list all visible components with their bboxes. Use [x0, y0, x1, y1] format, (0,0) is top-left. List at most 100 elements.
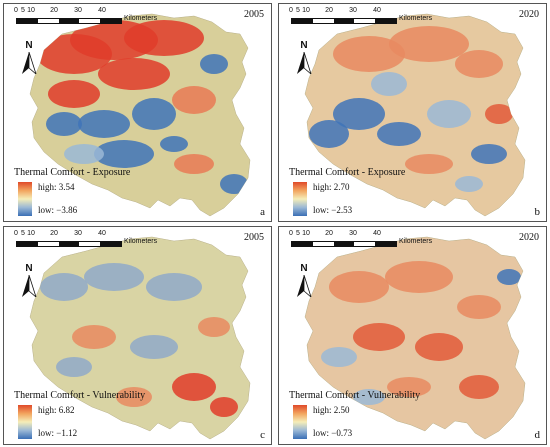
- map-zone: [78, 110, 130, 138]
- scale-tick-label: 20: [325, 230, 333, 237]
- scale-tick-label: 5: [21, 7, 25, 14]
- north-label: N: [300, 263, 308, 274]
- thermal-map: [29, 236, 251, 440]
- legend-color-ramp: [293, 405, 307, 439]
- north-arrow: N: [293, 263, 315, 299]
- map-zone: [415, 333, 463, 361]
- legend-color-ramp: [18, 405, 32, 439]
- map-panel-c: 0 5 10 20 30 40 Kilometers N 2005 Thermal Com…: [3, 226, 272, 445]
- map-zone: [385, 261, 453, 293]
- panel-letter: a: [260, 206, 265, 218]
- map-zone: [309, 120, 349, 148]
- legend-low-value: low: −0.73: [313, 428, 353, 438]
- scale-tick-label: 40: [373, 230, 381, 237]
- map-zone: [94, 140, 154, 168]
- legend-title: Thermal Comfort - Exposure: [289, 167, 406, 178]
- scale-tick-label: 30: [74, 230, 82, 237]
- map-zone: [198, 317, 230, 337]
- map-zone: [459, 375, 499, 399]
- map-year: 2005: [244, 232, 264, 243]
- scale-bar: 0 5 10 20 30 40 Kilometers: [289, 230, 439, 254]
- legend-high-value: high: 2.70: [313, 182, 350, 192]
- map-legend: Thermal Comfort - Vulnerability high: 6.…: [14, 390, 194, 440]
- map-zone: [387, 377, 431, 397]
- north-arrow: N: [293, 40, 315, 76]
- scale-tick-label: 20: [50, 7, 58, 14]
- legend-low-value: low: −1.12: [38, 428, 78, 438]
- north-label: N: [25, 40, 33, 51]
- scale-tick-label: 0: [14, 7, 18, 14]
- scale-unit-label: Kilometers: [124, 15, 158, 22]
- map-zone: [353, 323, 405, 351]
- map-zone: [210, 397, 238, 417]
- scale-tick-label: 20: [50, 230, 58, 237]
- scale-tick-label: 40: [373, 7, 381, 14]
- scale-tick-label: 0: [289, 7, 293, 14]
- map-zone: [48, 80, 100, 108]
- map-zone: [40, 273, 88, 301]
- map-zone: [130, 335, 178, 359]
- scale-tick-label: 30: [349, 230, 357, 237]
- panel-letter: c: [260, 429, 265, 441]
- map-zone: [405, 154, 453, 174]
- scale-bar: 0 5 10 20 30 40 Kilometers: [289, 7, 439, 31]
- map-zone: [174, 154, 214, 174]
- north-arrow-icon: [22, 275, 37, 297]
- map-zone: [160, 136, 188, 152]
- map-zone: [124, 20, 204, 56]
- scale-unit-label: Kilometers: [399, 15, 433, 22]
- map-zone: [172, 86, 216, 114]
- panel-letter: b: [534, 206, 541, 218]
- map-zone: [220, 174, 248, 194]
- scale-tick-label: 30: [349, 7, 357, 14]
- map-zone: [333, 98, 385, 130]
- north-arrow-icon: [297, 52, 312, 74]
- legend-high-value: high: 2.50: [313, 405, 350, 415]
- legend-color-ramp: [18, 182, 32, 216]
- scale-tick-label: 10: [302, 230, 310, 237]
- map-zone: [333, 36, 405, 72]
- north-label: N: [25, 263, 33, 274]
- thermal-map: [304, 236, 526, 440]
- map-panel-b: 0 5 10 20 30 40 Kilometers N 2020 Thermal Com…: [278, 3, 547, 222]
- north-arrow-icon: [297, 275, 312, 297]
- scale-tick-label: 5: [296, 230, 300, 237]
- map-zone: [371, 72, 407, 96]
- legend-high-value: high: 6.82: [38, 405, 75, 415]
- map-legend: Thermal Comfort - Exposure high: 2.70 lo…: [289, 167, 469, 217]
- map-zone: [497, 269, 521, 285]
- map-zone: [329, 271, 389, 303]
- scale-tick-label: 0: [14, 230, 18, 237]
- map-zone: [353, 389, 385, 405]
- map-zone: [146, 273, 202, 301]
- scale-tick-label: 5: [21, 230, 25, 237]
- scale-tick-label: 40: [98, 230, 106, 237]
- thermal-map: [29, 13, 251, 217]
- map-zone: [116, 387, 152, 407]
- map-year: 2020: [519, 232, 539, 243]
- map-zone: [455, 50, 503, 78]
- legend-low-value: low: −2.53: [313, 205, 353, 215]
- map-zone: [321, 347, 357, 367]
- scale-tick-label: 30: [74, 7, 82, 14]
- map-zone: [72, 325, 116, 349]
- map-zone: [56, 357, 92, 377]
- map-zone: [455, 176, 483, 192]
- legend-title: Thermal Comfort - Vulnerability: [14, 390, 146, 401]
- legend-title: Thermal Comfort - Vulnerability: [289, 390, 421, 401]
- north-label: N: [300, 40, 308, 51]
- panel-letter: d: [534, 429, 541, 441]
- map-panel-a: 0 5 10 20 30 40 Kilometers N 2005 Thermal Com…: [3, 3, 272, 222]
- scale-bar: 0 5 10 20 30 40 Kilometers: [14, 7, 164, 31]
- map-year: 2020: [519, 9, 539, 20]
- map-year: 2005: [244, 9, 264, 20]
- map-panel-d: 0 5 10 20 30 40 Kilometers N 2020 Thermal Com…: [278, 226, 547, 445]
- north-arrow-icon: [22, 52, 37, 74]
- north-arrow: N: [18, 40, 40, 76]
- scale-tick-label: 5: [296, 7, 300, 14]
- map-legend: Thermal Comfort - Exposure high: 3.54 lo…: [14, 167, 194, 217]
- map-zone: [132, 98, 176, 130]
- scale-tick-label: 10: [27, 230, 35, 237]
- map-zone: [64, 144, 104, 164]
- map-zone: [471, 144, 507, 164]
